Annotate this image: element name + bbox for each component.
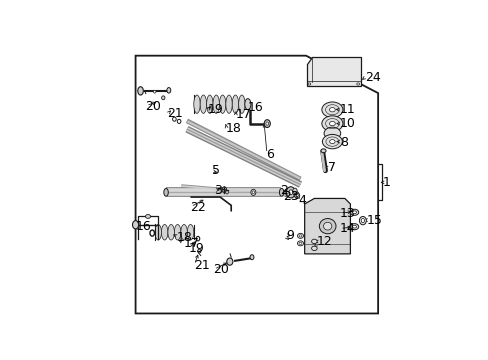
Ellipse shape (288, 190, 292, 195)
Ellipse shape (145, 215, 150, 219)
Ellipse shape (161, 225, 167, 240)
Text: 20: 20 (145, 100, 161, 113)
Ellipse shape (197, 249, 201, 253)
Ellipse shape (356, 83, 359, 85)
Ellipse shape (155, 225, 161, 240)
Ellipse shape (311, 239, 317, 244)
Text: 10: 10 (340, 117, 355, 130)
Ellipse shape (166, 87, 170, 93)
Text: 17: 17 (183, 237, 199, 250)
Ellipse shape (225, 95, 232, 113)
Ellipse shape (322, 134, 342, 149)
Ellipse shape (153, 90, 156, 93)
Ellipse shape (295, 194, 298, 197)
Ellipse shape (321, 102, 342, 117)
Text: 19: 19 (188, 242, 203, 255)
Text: 15: 15 (366, 214, 382, 227)
Ellipse shape (132, 221, 138, 229)
Ellipse shape (181, 225, 187, 240)
Text: 9: 9 (285, 229, 293, 242)
Text: 24: 24 (364, 71, 380, 84)
Ellipse shape (138, 87, 143, 95)
Ellipse shape (244, 99, 250, 110)
Ellipse shape (294, 193, 299, 198)
Text: 12: 12 (316, 235, 332, 248)
Text: 20: 20 (213, 264, 228, 276)
Text: 18: 18 (177, 231, 193, 244)
Ellipse shape (320, 149, 325, 153)
Ellipse shape (350, 209, 358, 215)
Ellipse shape (329, 140, 334, 144)
Text: 23: 23 (283, 190, 298, 203)
Ellipse shape (352, 225, 356, 228)
Ellipse shape (238, 95, 244, 113)
Ellipse shape (292, 188, 297, 193)
Ellipse shape (163, 188, 168, 196)
Ellipse shape (361, 219, 364, 223)
Ellipse shape (297, 233, 303, 238)
Text: 13: 13 (339, 207, 354, 220)
Ellipse shape (249, 255, 253, 260)
Text: 2: 2 (280, 184, 287, 197)
Ellipse shape (329, 121, 335, 126)
Ellipse shape (352, 211, 356, 214)
Ellipse shape (162, 96, 164, 100)
Ellipse shape (222, 187, 226, 192)
Polygon shape (304, 198, 350, 254)
Polygon shape (307, 57, 361, 86)
Ellipse shape (174, 225, 181, 240)
Ellipse shape (206, 95, 213, 113)
Ellipse shape (200, 95, 206, 113)
Text: 16: 16 (247, 101, 263, 114)
Text: 22: 22 (190, 201, 205, 214)
Ellipse shape (286, 187, 295, 198)
Ellipse shape (193, 95, 200, 113)
Ellipse shape (250, 189, 255, 195)
Text: 1: 1 (382, 176, 389, 189)
Ellipse shape (299, 242, 301, 244)
Ellipse shape (299, 235, 301, 237)
Ellipse shape (167, 225, 174, 240)
Ellipse shape (226, 258, 232, 265)
Text: 6: 6 (266, 148, 274, 161)
Ellipse shape (264, 120, 270, 127)
Text: 14: 14 (339, 222, 354, 235)
Ellipse shape (265, 122, 268, 125)
Text: 16: 16 (136, 220, 151, 233)
Ellipse shape (279, 188, 284, 196)
Ellipse shape (350, 224, 358, 230)
Ellipse shape (187, 225, 193, 240)
Ellipse shape (293, 192, 298, 197)
Text: 19: 19 (207, 103, 223, 116)
Ellipse shape (329, 108, 335, 112)
Ellipse shape (213, 95, 219, 113)
Text: 7: 7 (327, 161, 336, 175)
Text: 11: 11 (340, 103, 355, 116)
Ellipse shape (321, 116, 342, 131)
Ellipse shape (219, 95, 225, 113)
Ellipse shape (307, 83, 310, 85)
Text: 21: 21 (167, 107, 183, 120)
Ellipse shape (297, 241, 303, 246)
Text: 4: 4 (298, 194, 305, 207)
Text: 3: 3 (214, 184, 222, 197)
Text: 8: 8 (340, 136, 347, 149)
Text: 5: 5 (211, 164, 219, 177)
Ellipse shape (323, 222, 331, 230)
Ellipse shape (311, 246, 317, 251)
Ellipse shape (359, 216, 366, 225)
Ellipse shape (232, 95, 238, 113)
Text: 17: 17 (235, 108, 251, 121)
Ellipse shape (252, 191, 254, 194)
Ellipse shape (324, 127, 340, 139)
Ellipse shape (319, 219, 335, 234)
Ellipse shape (225, 191, 228, 194)
Text: 18: 18 (225, 122, 241, 135)
Text: 21: 21 (193, 259, 209, 272)
